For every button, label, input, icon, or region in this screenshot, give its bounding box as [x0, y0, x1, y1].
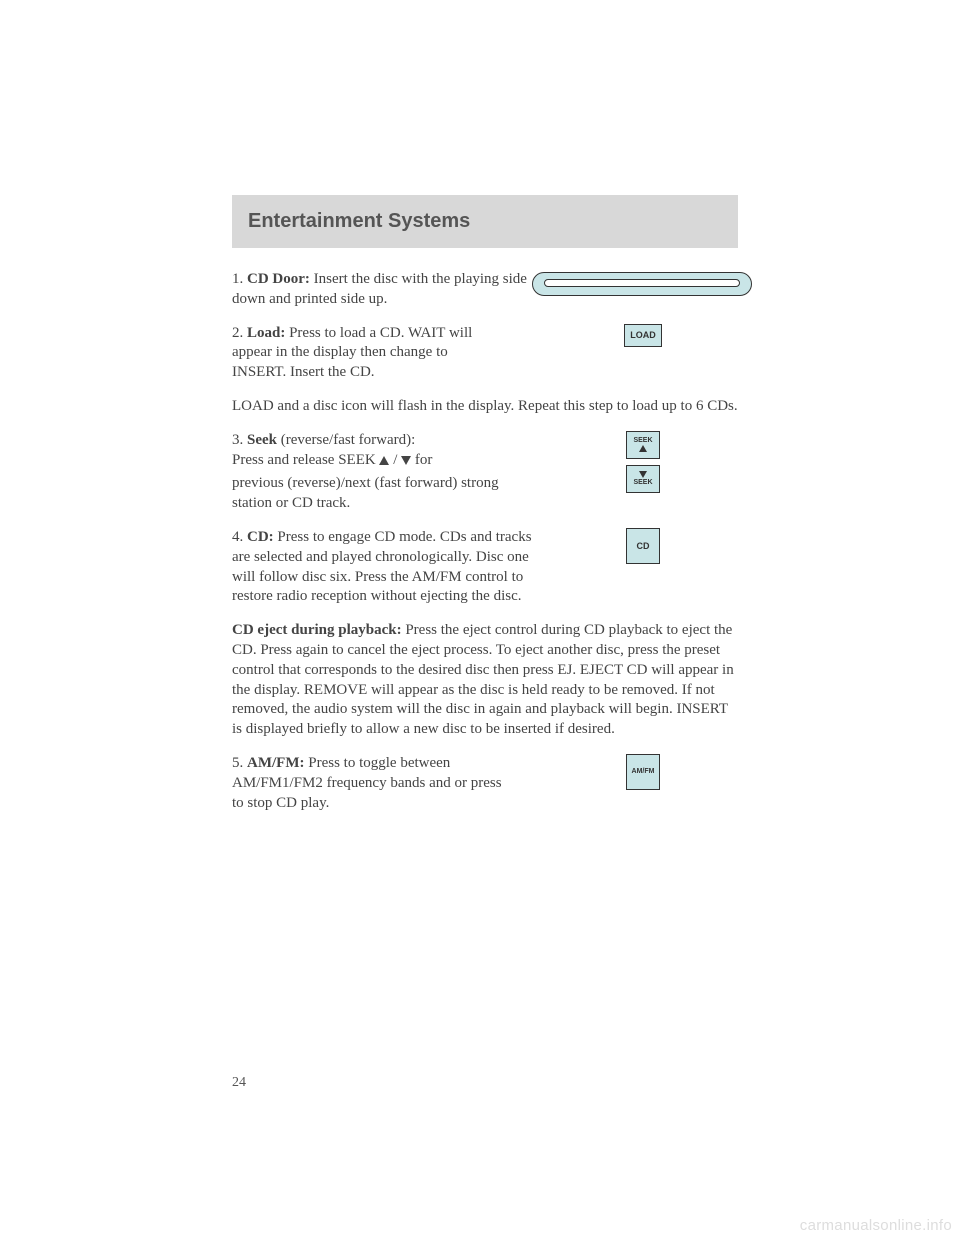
seek-up-arrow-icon [639, 445, 647, 452]
seek-down-label: SEEK [633, 479, 652, 486]
load-text: 2. Load: Press to load a CD. WAIT will a… [232, 324, 492, 383]
cd-button-icon: CD [626, 528, 660, 564]
seek-up-label: SEEK [633, 437, 652, 444]
eject-paragraph: CD eject during playback: Press the ejec… [232, 621, 738, 740]
cd-door-text: 1. CD Door: Insert the disc with the pla… [232, 270, 532, 310]
item-label: AM/FM: [247, 755, 304, 771]
cd-slot-icon [532, 272, 752, 296]
section-cd-door: 1. CD Door: Insert the disc with the pla… [232, 270, 738, 310]
seek-up-button-icon: SEEK [626, 431, 660, 459]
section-load: 2. Load: Press to load a CD. WAIT will a… [232, 324, 738, 383]
load-continuation: LOAD and a disc icon will flash in the d… [232, 397, 738, 417]
amfm-icon-container: AM/FM [512, 754, 738, 790]
section-amfm: 5. AM/FM: Press to toggle between AM/FM1… [232, 754, 738, 813]
watermark: carmanualsonline.info [800, 1217, 952, 1234]
seek-down-arrow-icon [639, 471, 647, 478]
item-label: CD Door: [247, 271, 310, 287]
item-number: 5. [232, 755, 247, 771]
seek-press-text: Press and release SEEK [232, 452, 379, 468]
amfm-button-icon: AM/FM [626, 754, 660, 790]
item-label: CD: [247, 529, 274, 545]
item-body-1: (reverse/fast forward): [277, 432, 415, 448]
eject-body: Press the eject control during CD playba… [232, 622, 734, 737]
section-seek: 3. Seek (reverse/fast forward): Press an… [232, 431, 738, 514]
item-body: Press to engage CD mode. CDs and tracks … [232, 529, 532, 604]
item-label: Seek [247, 432, 277, 448]
cd-text: 4. CD: Press to engage CD mode. CDs and … [232, 528, 532, 607]
item-number: 3. [232, 432, 247, 448]
page-number: 24 [232, 1075, 246, 1091]
eject-label: CD eject during playback: [232, 622, 402, 638]
item-label: Load: [247, 325, 285, 341]
seek-down-button-icon: SEEK [626, 465, 660, 493]
header-bar: Entertainment Systems [232, 195, 738, 248]
seek-button-group: SEEK SEEK [626, 431, 660, 493]
section-cd: 4. CD: Press to engage CD mode. CDs and … [232, 528, 738, 607]
item-number: 2. [232, 325, 247, 341]
triangle-up-icon [379, 456, 389, 465]
load-icon-container: LOAD [492, 324, 738, 347]
item-number: 4. [232, 529, 247, 545]
seek-text: 3. Seek (reverse/fast forward): Press an… [232, 431, 522, 514]
seek-icon-container: SEEK SEEK [522, 431, 738, 493]
section-heading: Entertainment Systems [248, 210, 722, 233]
item-number: 1. [232, 271, 247, 287]
cd-slot-inner [544, 279, 740, 287]
triangle-down-icon [401, 456, 411, 465]
cd-icon-container: CD [532, 528, 738, 564]
cd-slot-container [532, 270, 752, 296]
seek-body-2: previous (reverse)/next (fast forward) s… [232, 474, 522, 514]
seek-slash: / [389, 452, 401, 468]
seek-for-text: for [411, 452, 432, 468]
page-content: Entertainment Systems 1. CD Door: Insert… [0, 0, 960, 813]
amfm-text: 5. AM/FM: Press to toggle between AM/FM1… [232, 754, 512, 813]
load-button-icon: LOAD [624, 324, 662, 347]
